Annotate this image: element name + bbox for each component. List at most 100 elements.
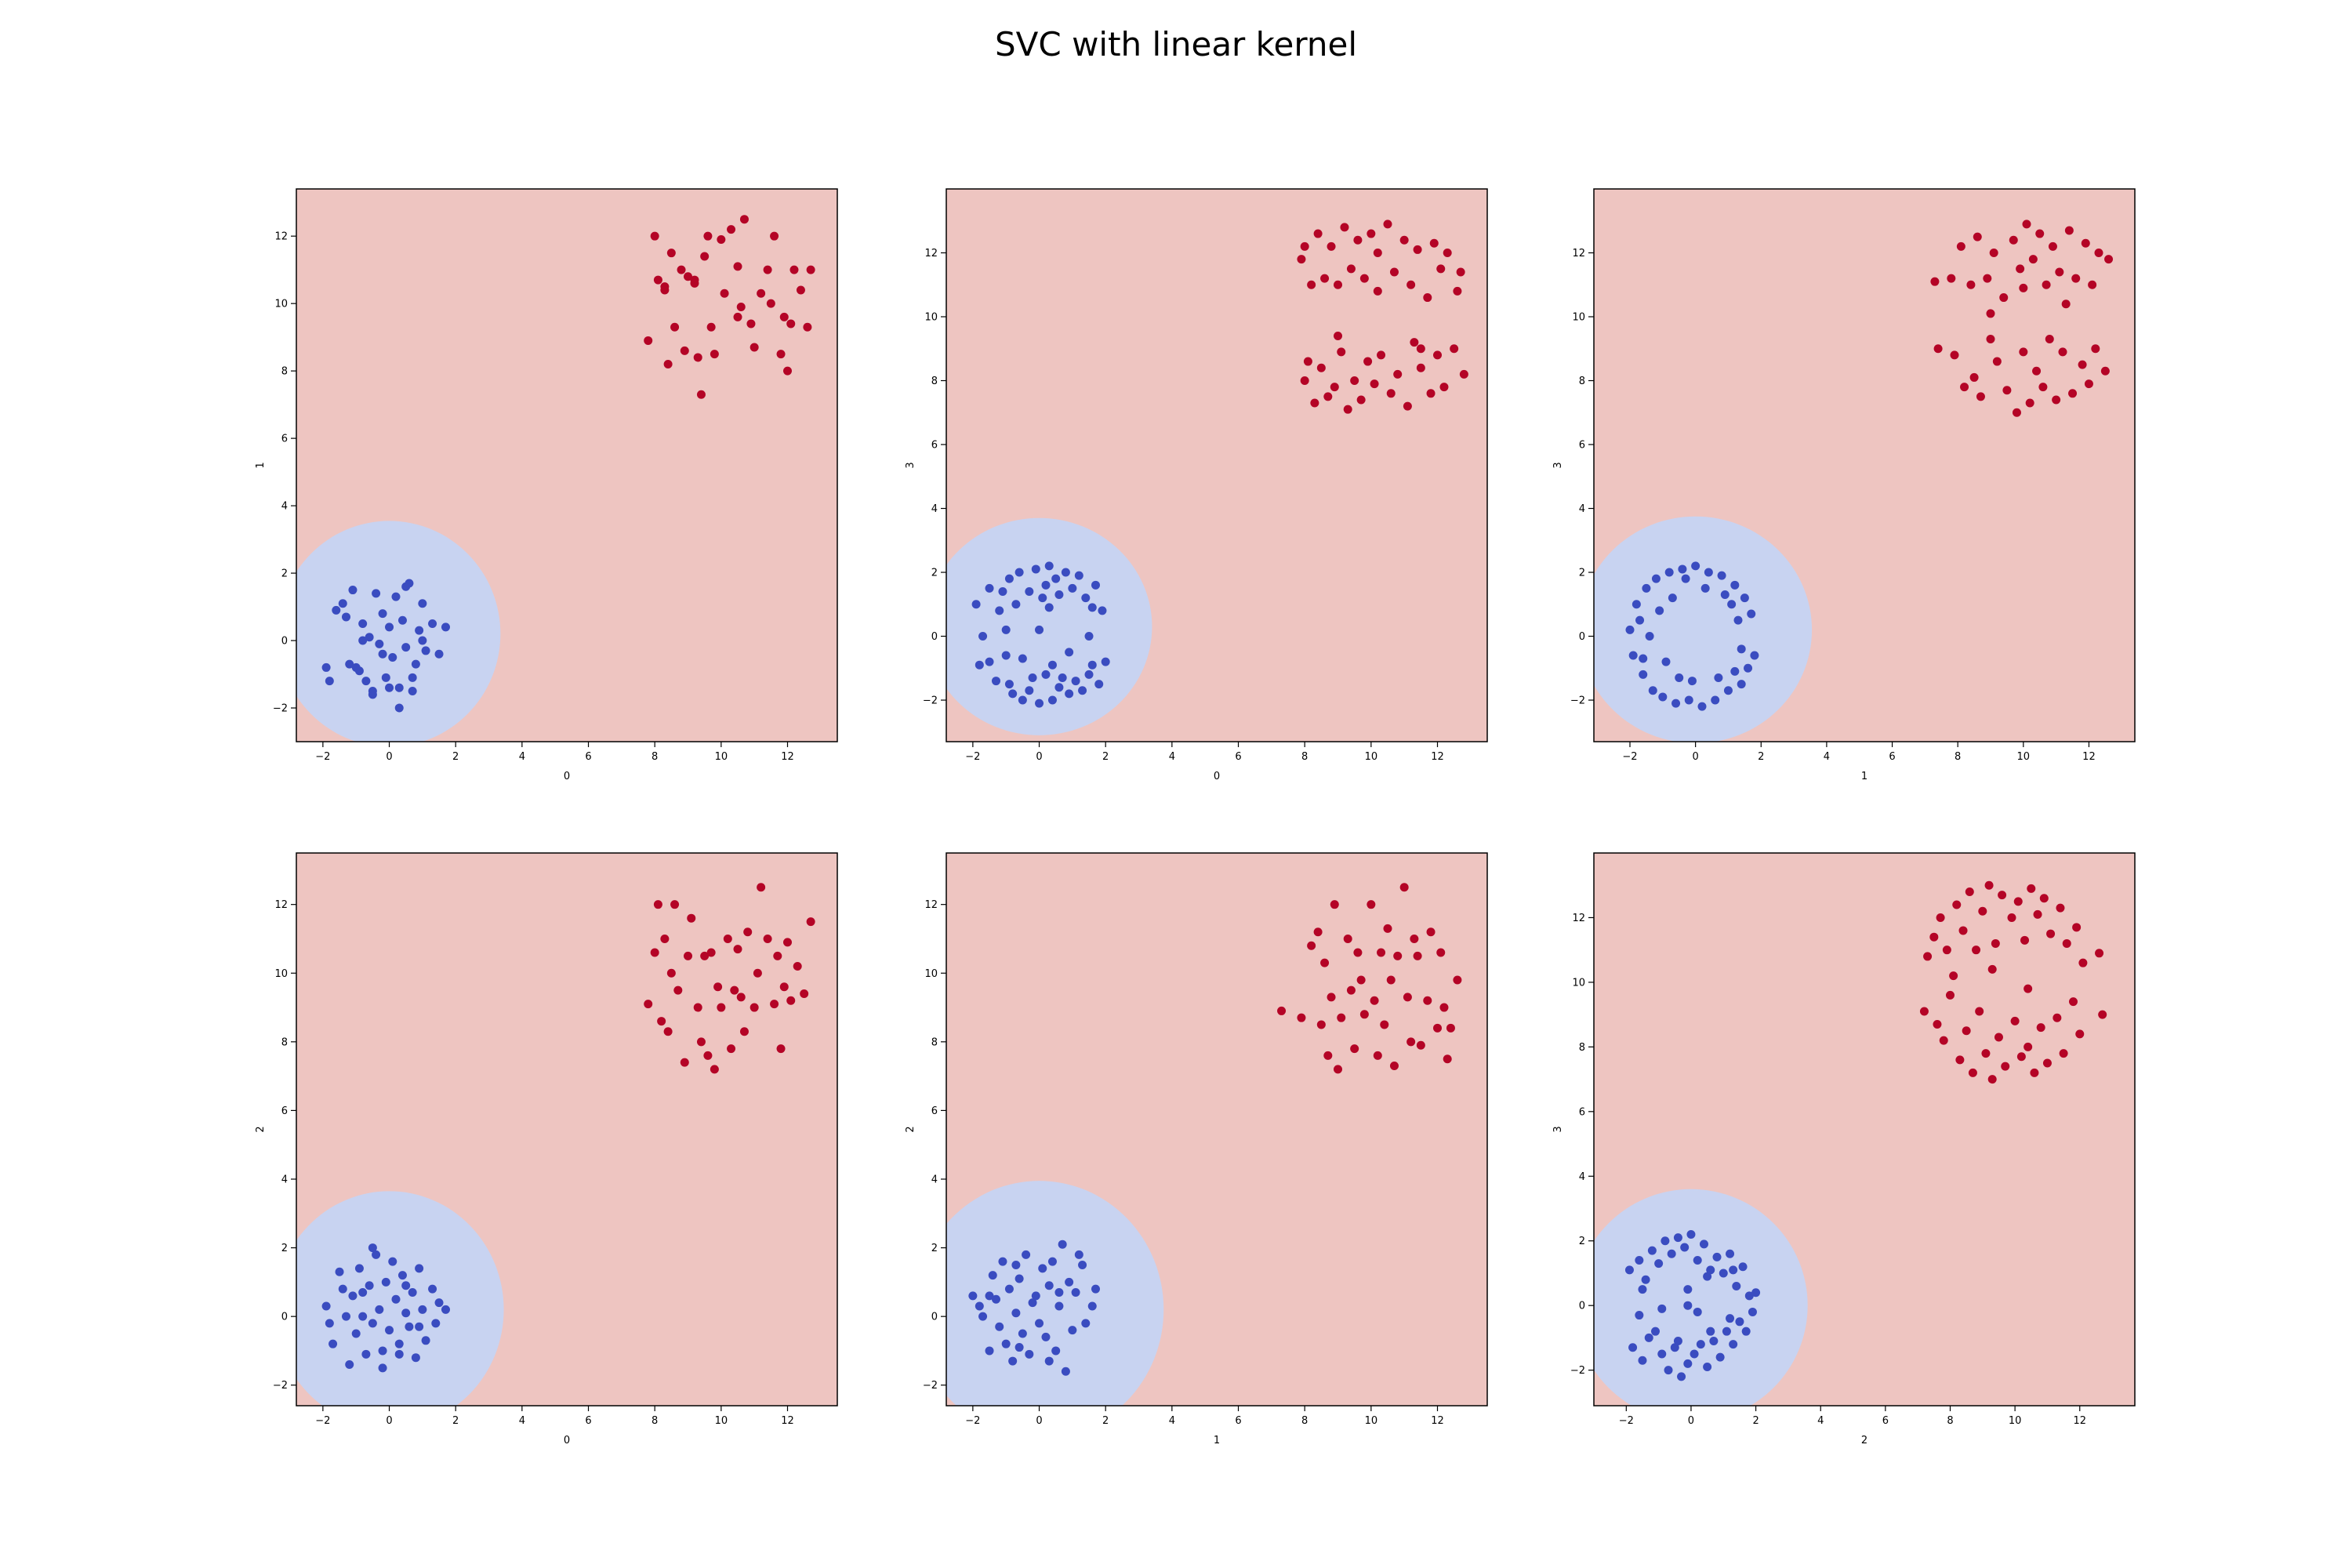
class-0-point [321,662,331,672]
class-1-point [2030,1068,2039,1077]
class-0-point [1025,1349,1034,1359]
axes-frame [946,852,1488,1406]
class-1-point [2016,264,2025,274]
x-tick-label: 0 [1036,751,1042,763]
x-tick-label: 6 [585,751,591,763]
class-1-point [796,285,805,295]
class-0-point [1706,1265,1715,1275]
class-1-point [1367,900,1376,909]
subplot-3: −2 0 2 4 6 8 10 12 −2 0 2 4 6 8 10 12 1 3 [1552,188,2136,782]
class-1-point [723,934,732,943]
class-0-point [1065,648,1074,657]
y-tick-label: 2 [281,1243,288,1254]
class-1-point [706,322,716,332]
class-0-point [1014,1343,1024,1352]
class-1-point [1300,376,1309,386]
class-0-point [1071,1287,1080,1297]
class-0-point [1035,699,1044,708]
class-1-point [1327,241,1336,251]
y-tick-label: 6 [931,440,938,452]
class-1-point [1403,401,1412,411]
class-1-point [739,1027,749,1036]
class-0-point [1001,625,1011,634]
class-1-point [1983,274,1992,283]
class-0-point [368,1243,377,1253]
class-1-point [766,299,775,308]
class-1-point [1984,880,1994,890]
y-tick-label: −2 [273,1380,288,1392]
class-0-point [408,673,417,682]
class-0-point [394,1349,404,1359]
class-1-point [1960,383,1969,392]
class-1-point [710,1065,719,1074]
class-1-point [2022,220,2031,229]
class-1-point [1439,1003,1449,1012]
class-0-point [418,1305,427,1314]
class-1-point [717,234,726,244]
class-0-point [1061,1367,1070,1376]
class-1-point [2058,347,2067,357]
class-0-point [378,1346,387,1356]
class-0-point [1014,1274,1024,1283]
class-0-point [325,1319,334,1328]
x-tick-label: 0 [1688,1415,1694,1427]
class-1-point [1965,887,1974,896]
class-0-point [1078,1260,1087,1269]
class-1-point [2062,938,2071,948]
class-0-point [1632,600,1641,609]
class-1-point [1356,975,1366,985]
class-0-point [1081,1319,1091,1328]
class-1-point [736,993,746,1002]
class-0-point [1711,695,1720,705]
class-1-point [696,1037,706,1047]
class-1-point [644,1000,653,1009]
class-1-point [2020,935,2030,945]
class-0-point [411,659,420,669]
x-tick-label: 2 [1102,751,1109,763]
class-0-point [1703,1272,1712,1281]
class-0-point [998,1257,1007,1266]
class-1-point [2016,1052,2026,1062]
class-1-point [763,265,772,274]
class-0-point [985,583,994,593]
class-0-point [1058,673,1067,682]
class-1-point [2001,1062,2010,1071]
class-0-point [335,1267,344,1276]
y-tick-label: 0 [281,636,288,648]
class-1-point [1991,938,2000,948]
class-0-point [1051,574,1061,583]
class-0-point [1657,1349,1667,1359]
class-0-point [1737,680,1746,689]
x-tick-label: 6 [1235,751,1241,763]
class-1-point [1303,357,1312,366]
class-0-point [385,622,394,632]
class-1-point [2046,929,2056,938]
class-1-point [2038,383,2048,392]
class-1-point [1380,1020,1389,1029]
class-0-point [1041,1332,1051,1341]
x-tick-label: 4 [1169,1415,1175,1427]
class-1-point [1453,286,1462,296]
class-0-point [1681,574,1690,583]
scatter-points [1625,220,2114,711]
y-tick-label: 2 [931,1243,938,1254]
class-1-point [2064,226,2074,235]
class-0-point [397,615,407,625]
x-tick-label: 2 [1752,1415,1759,1427]
x-tick-label: 12 [1431,1415,1444,1427]
class-0-point [1044,603,1054,612]
class-1-point [1350,376,1359,386]
class-1-point [690,275,699,285]
class-0-point [365,1281,374,1290]
class-1-point [750,1003,759,1012]
class-0-point [1741,1327,1751,1336]
class-0-point [1683,1301,1693,1310]
class-0-point [1025,586,1034,596]
class-0-point [1074,1250,1083,1259]
class-1-point [1999,293,2009,303]
class-0-point [394,703,404,713]
class-0-point [1690,1349,1699,1359]
class-0-point [1087,660,1097,670]
class-0-point [1642,583,1651,593]
class-1-point [793,962,802,971]
